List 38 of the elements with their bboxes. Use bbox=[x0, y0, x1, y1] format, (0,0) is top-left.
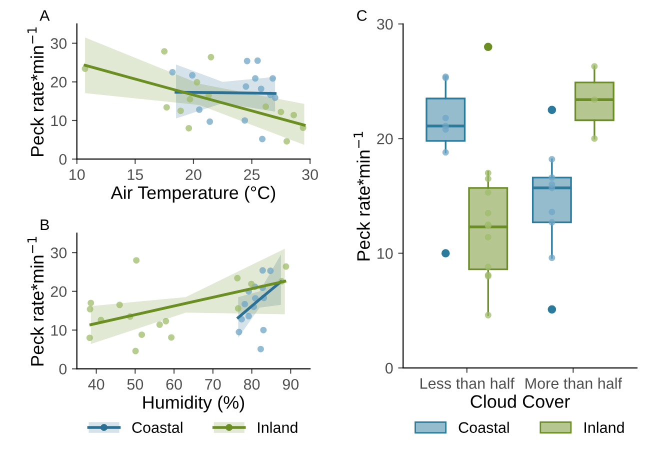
chart-title: A bbox=[40, 10, 50, 21]
chart-title: C bbox=[357, 10, 367, 21]
x-tick-label: Less than half bbox=[420, 378, 514, 389]
x-tick-label: 80 bbox=[244, 378, 260, 390]
y-axis-title: Peck rate*min$^{−1}$ bbox=[27, 27, 44, 156]
chart-title: B bbox=[40, 220, 49, 230]
x-tick-label: 90 bbox=[282, 378, 299, 390]
x-tick-label: 50 bbox=[127, 378, 144, 390]
y-tick-label: 30 bbox=[376, 18, 393, 30]
y-tick-label: 10 bbox=[51, 324, 67, 336]
y-axis-title: Peck rate*min$^{−1}$ bbox=[354, 132, 370, 260]
y-tick-label: 20 bbox=[50, 286, 67, 298]
legend-label: Coastal bbox=[132, 422, 182, 433]
y-tick-label: 20 bbox=[50, 76, 67, 88]
x-tick-label: 60 bbox=[166, 378, 182, 390]
legend-label: Inland bbox=[584, 422, 624, 433]
x-axis-title: Humidity (%) bbox=[143, 396, 244, 412]
x-tick-label: 15 bbox=[128, 169, 144, 180]
x-tick-label: 70 bbox=[205, 378, 221, 390]
y-tick-label: 30 bbox=[50, 247, 67, 258]
x-axis-title: Air Temperature (°C) bbox=[110, 186, 276, 203]
legend-label: Inland bbox=[258, 422, 298, 433]
x-tick-label: 20 bbox=[186, 169, 202, 180]
x-tick-label: More than half bbox=[526, 378, 622, 389]
y-tick-label: 0 bbox=[59, 154, 67, 165]
x-tick-label: 40 bbox=[88, 378, 104, 390]
legend-label: Coastal bbox=[458, 422, 509, 433]
y-tick-label: 10 bbox=[51, 115, 67, 126]
y-tick-label: 0 bbox=[59, 364, 67, 375]
x-tick-label: 10 bbox=[70, 169, 85, 180]
x-axis-title: Cloud Cover bbox=[470, 394, 570, 408]
x-tick-label: 25 bbox=[244, 169, 260, 180]
y-tick-label: 30 bbox=[50, 38, 67, 49]
y-tick-label: 0 bbox=[385, 362, 393, 374]
y-tick-label: 10 bbox=[378, 248, 393, 259]
y-axis-title: Peck rate*min$^{−1}$ bbox=[27, 236, 44, 366]
y-tick-label: 20 bbox=[377, 133, 393, 144]
x-tick-label: 30 bbox=[302, 169, 318, 180]
